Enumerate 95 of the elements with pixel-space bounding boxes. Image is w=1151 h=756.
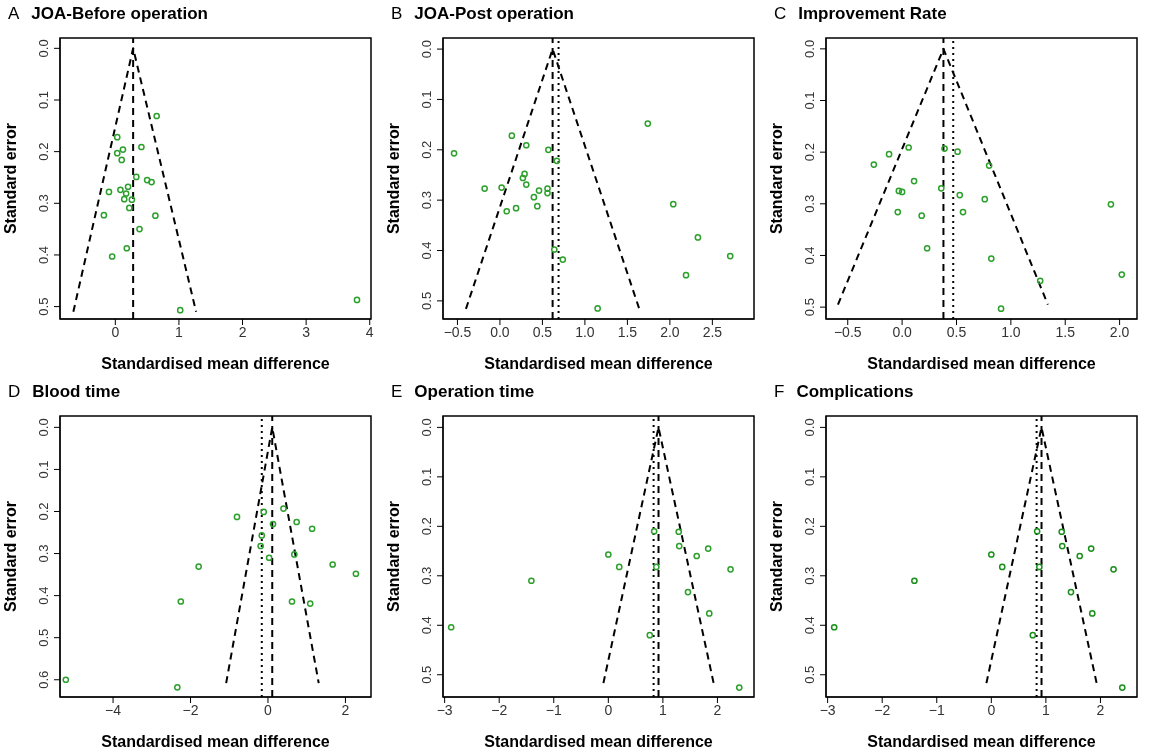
- y-tick-label: 0.0: [419, 40, 434, 59]
- y-tick-label: 0.3: [802, 566, 817, 585]
- x-tick-label: 2: [1096, 701, 1105, 718]
- x-tick-label: −4: [105, 701, 122, 718]
- y-tick-label: 0.1: [802, 91, 817, 110]
- x-tick-label: −2: [182, 701, 199, 718]
- x-tick-label: 1: [658, 701, 667, 718]
- y-axis-title: Standard error: [1, 500, 19, 613]
- x-tick-label: 0.0: [892, 323, 913, 340]
- x-axis-title: Standardised mean difference: [484, 733, 713, 750]
- x-tick-label: −0.5: [833, 323, 862, 340]
- y-tick-label: 0.0: [802, 418, 817, 437]
- y-tick-label: 0.2: [36, 142, 51, 161]
- y-axis-title: Standard error: [767, 122, 785, 235]
- x-tick-label: −3: [436, 701, 453, 718]
- y-tick-label: 0.1: [419, 90, 434, 109]
- x-tick-label: 0: [264, 701, 273, 718]
- y-tick-label: 0.5: [36, 628, 51, 647]
- y-tick-label: 0.2: [419, 140, 434, 159]
- x-tick-label: 1.0: [575, 323, 595, 340]
- y-tick-label: 0.4: [802, 616, 817, 635]
- x-tick-label: 0.0: [490, 323, 510, 340]
- y-tick-label: 0.5: [802, 665, 817, 684]
- y-tick-label: 0.4: [36, 245, 51, 264]
- x-axis-title: Standardised mean difference: [867, 355, 1096, 372]
- y-tick-label: 0.2: [802, 517, 817, 536]
- y-tick-label: 0.2: [36, 502, 51, 521]
- y-tick-label: 0.3: [36, 194, 51, 213]
- x-tick-label: 1.5: [1055, 323, 1076, 340]
- x-tick-label: −3: [819, 701, 836, 718]
- y-axis-title: Standard error: [384, 122, 402, 235]
- y-tick-label: 0.4: [419, 241, 434, 260]
- x-tick-label: 1.5: [617, 323, 638, 340]
- y-tick-label: 0.4: [802, 246, 817, 265]
- chart-title: Complications: [796, 382, 914, 401]
- y-tick-label: 0.1: [419, 467, 434, 486]
- x-tick-label: −2: [491, 701, 508, 718]
- y-tick-label: 0.1: [36, 460, 51, 479]
- x-axis-title: Standardised mean difference: [101, 733, 330, 750]
- y-tick-label: 0.3: [419, 191, 434, 210]
- x-tick-label: 1.0: [1001, 323, 1021, 340]
- y-tick-label: 0.5: [802, 298, 817, 317]
- text: B: [391, 4, 403, 23]
- text: D: [8, 382, 21, 401]
- text: F: [774, 382, 785, 401]
- y-tick-label: 0.2: [419, 517, 434, 536]
- x-tick-label: 2: [238, 323, 247, 340]
- y-tick-label: 0.0: [36, 418, 51, 437]
- y-tick-label: 0.4: [36, 586, 51, 605]
- text: A: [8, 4, 20, 23]
- x-tick-label: −0.5: [443, 323, 472, 340]
- chart-title: JOA-Post operation: [414, 4, 574, 23]
- y-tick-label: 0.3: [36, 544, 51, 563]
- x-tick-label: −1: [928, 701, 945, 718]
- x-tick-label: 1: [175, 323, 184, 340]
- x-tick-label: 0.5: [946, 323, 967, 340]
- y-tick-label: 0.6: [36, 670, 51, 689]
- y-tick-label: 0.5: [419, 291, 434, 310]
- x-tick-label: 2.0: [660, 323, 680, 340]
- y-axis-title: Standard error: [384, 500, 402, 613]
- x-tick-label: 0: [987, 701, 996, 718]
- chart-title: Improvement Rate: [798, 4, 947, 23]
- x-tick-label: 0: [111, 323, 120, 340]
- x-tick-label: −2: [874, 701, 891, 718]
- y-tick-label: 0.5: [36, 297, 51, 316]
- x-tick-label: 0.5: [532, 323, 553, 340]
- x-tick-label: 2.5: [702, 323, 723, 340]
- text: C: [774, 4, 787, 23]
- y-tick-label: 0.5: [419, 665, 434, 684]
- x-tick-label: −1: [545, 701, 562, 718]
- y-axis-title: Standard error: [767, 500, 785, 613]
- x-axis-title: Standardised mean difference: [101, 355, 330, 372]
- x-axis-title: Standardised mean difference: [867, 733, 1096, 750]
- y-tick-label: 0.0: [802, 39, 817, 58]
- y-tick-label: 0.1: [36, 90, 51, 110]
- x-tick-label: 3: [302, 323, 311, 340]
- x-tick-label: 2: [713, 701, 722, 718]
- x-tick-label: 1: [1041, 701, 1050, 718]
- y-axis-title: Standard error: [1, 122, 19, 235]
- y-tick-label: 0.4: [419, 616, 434, 635]
- y-tick-label: 0.2: [802, 143, 817, 162]
- y-tick-label: 0.1: [802, 467, 817, 486]
- x-tick-label: 2: [341, 701, 350, 718]
- x-tick-label: 4: [365, 323, 374, 340]
- y-tick-label: 0.3: [419, 566, 434, 585]
- text: E: [391, 382, 403, 401]
- chart-title: Blood time: [32, 382, 121, 401]
- chart-title: Operation time: [414, 382, 535, 401]
- chart-title: JOA-Before operation: [31, 4, 208, 23]
- y-tick-label: 0.0: [36, 39, 51, 58]
- y-tick-label: 0.0: [419, 418, 434, 437]
- x-tick-label: 0: [604, 701, 613, 718]
- x-axis-title: Standardised mean difference: [484, 355, 713, 372]
- y-tick-label: 0.3: [802, 194, 817, 213]
- x-tick-label: 2.0: [1109, 323, 1130, 340]
